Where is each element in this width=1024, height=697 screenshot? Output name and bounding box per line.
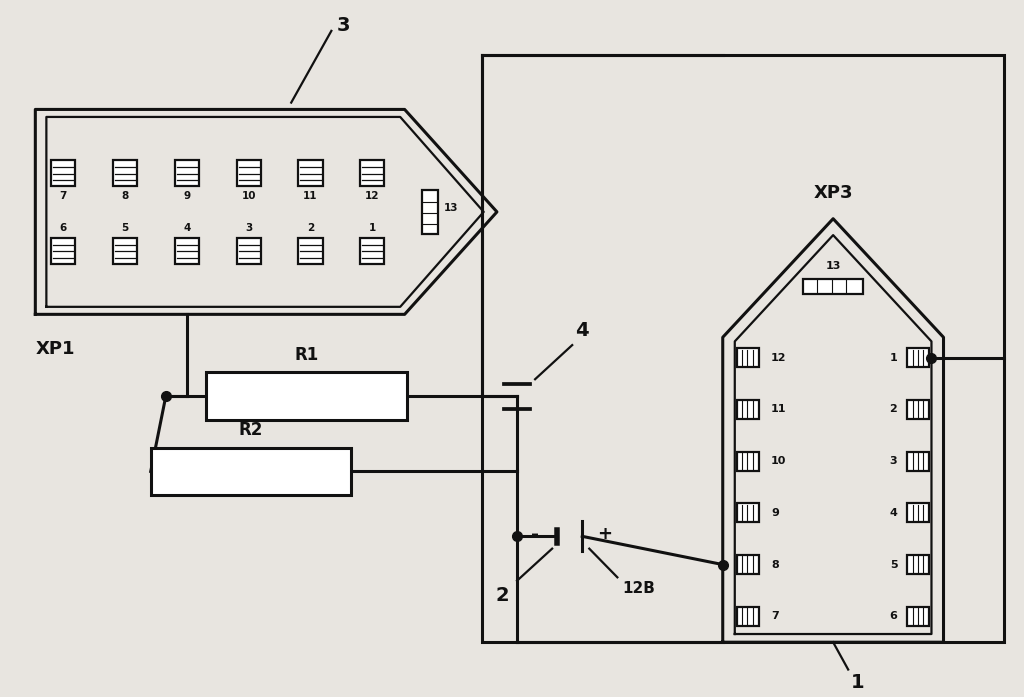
Text: 1: 1 xyxy=(369,223,376,233)
Text: 10: 10 xyxy=(771,456,786,466)
Text: 6: 6 xyxy=(59,223,67,233)
Bar xyxy=(737,555,759,574)
Text: 9: 9 xyxy=(771,508,779,518)
Text: 5: 5 xyxy=(890,560,897,569)
Bar xyxy=(237,160,261,186)
Text: 12: 12 xyxy=(366,192,380,201)
Bar xyxy=(907,606,930,626)
Text: 3: 3 xyxy=(245,223,252,233)
Bar xyxy=(482,55,1004,642)
Bar xyxy=(237,238,261,263)
Text: 12: 12 xyxy=(771,353,786,363)
Text: +: + xyxy=(597,526,612,543)
Bar xyxy=(737,400,759,419)
Text: 11: 11 xyxy=(771,404,786,415)
Bar xyxy=(51,238,76,263)
Bar xyxy=(907,555,930,574)
Text: XP3: XP3 xyxy=(813,183,853,201)
Text: 9: 9 xyxy=(183,192,190,201)
Text: 2: 2 xyxy=(496,585,509,604)
Bar xyxy=(737,606,759,626)
Bar xyxy=(737,503,759,523)
Bar xyxy=(175,160,199,186)
Bar xyxy=(206,372,407,420)
Text: 7: 7 xyxy=(771,611,778,621)
Text: 4: 4 xyxy=(890,508,897,518)
Text: XP1: XP1 xyxy=(35,340,75,358)
Bar xyxy=(737,452,759,470)
Bar xyxy=(907,503,930,523)
Text: R1: R1 xyxy=(294,346,318,364)
Text: 4: 4 xyxy=(575,321,589,340)
Text: 6: 6 xyxy=(890,611,897,621)
Bar xyxy=(737,348,759,367)
Text: 1: 1 xyxy=(890,353,897,363)
Bar xyxy=(151,447,351,496)
Bar xyxy=(298,160,323,186)
Text: 11: 11 xyxy=(303,192,317,201)
Text: 13: 13 xyxy=(443,204,458,213)
Bar xyxy=(360,160,384,186)
Text: 8: 8 xyxy=(771,560,778,569)
Text: 1: 1 xyxy=(851,673,865,692)
Text: 13: 13 xyxy=(825,261,841,270)
Bar xyxy=(907,400,930,419)
Text: -: - xyxy=(531,526,539,544)
Text: 12B: 12B xyxy=(623,581,655,596)
Bar xyxy=(51,160,76,186)
Bar xyxy=(907,452,930,470)
Text: 2: 2 xyxy=(307,223,314,233)
Bar xyxy=(114,238,137,263)
Text: 10: 10 xyxy=(242,192,256,201)
Bar xyxy=(175,238,199,263)
Text: 5: 5 xyxy=(122,223,129,233)
Bar xyxy=(803,279,863,294)
Text: 8: 8 xyxy=(122,192,129,201)
Bar xyxy=(907,348,930,367)
Text: 7: 7 xyxy=(59,192,68,201)
Text: 4: 4 xyxy=(183,223,190,233)
Text: 3: 3 xyxy=(890,456,897,466)
Text: 3: 3 xyxy=(336,16,350,35)
Bar xyxy=(114,160,137,186)
Text: 2: 2 xyxy=(890,404,897,415)
Bar xyxy=(360,238,384,263)
Bar xyxy=(298,238,323,263)
Bar xyxy=(423,190,437,234)
Text: R2: R2 xyxy=(239,421,263,438)
